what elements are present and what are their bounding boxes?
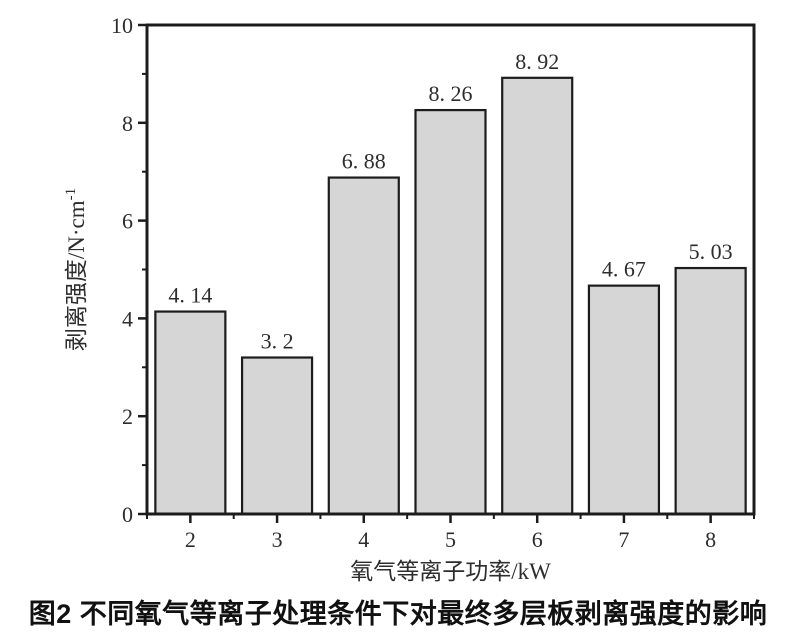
x-tick-label: 8 [705, 527, 716, 552]
y-tick-label: 10 [111, 13, 133, 38]
bar-value-label: 8. 26 [429, 81, 473, 106]
y-tick-label: 6 [122, 209, 133, 234]
y-tick-label: 4 [122, 306, 133, 331]
x-tick-label: 6 [532, 527, 543, 552]
bar-chart: 4. 14 3. 2 6. 88 8. 26 8. 92 4. 67 5. 03 0 2 4 6 8 1… [63, 13, 756, 584]
bar-5kw [414, 108, 487, 516]
bar-value-label: 8. 92 [515, 49, 559, 74]
y-tick-label: 2 [122, 404, 133, 429]
bar-3kw [240, 356, 314, 516]
bar-4kw [327, 176, 400, 516]
y-tick-label: 8 [122, 111, 133, 136]
x-tick-label: 3 [272, 527, 283, 552]
x-tick-label: 5 [445, 527, 456, 552]
bar-value-label: 3. 2 [261, 329, 294, 354]
x-tick-label: 2 [185, 527, 196, 552]
y-axis-label: 剥离强度/N·cm-1 [63, 188, 89, 351]
bar-7kw [587, 284, 661, 516]
x-tick-label: 4 [358, 527, 369, 552]
bar-value-label: 4. 67 [602, 257, 646, 282]
y-tick-label: 0 [122, 502, 133, 527]
bar-2kw [154, 310, 227, 516]
bar-value-label: 5. 03 [689, 239, 733, 264]
figure-caption: 图2 不同氧气等离子处理条件下对最终多层板剥离强度的影响 [28, 599, 768, 629]
x-axis-label: 氧气等离子功率/kW [350, 559, 551, 584]
x-tick-label: 7 [618, 527, 629, 552]
bar-6kw [501, 76, 574, 516]
bar-value-label: 6. 88 [342, 149, 386, 174]
bar-8kw [674, 266, 747, 516]
bar-value-label: 4. 14 [168, 283, 212, 308]
